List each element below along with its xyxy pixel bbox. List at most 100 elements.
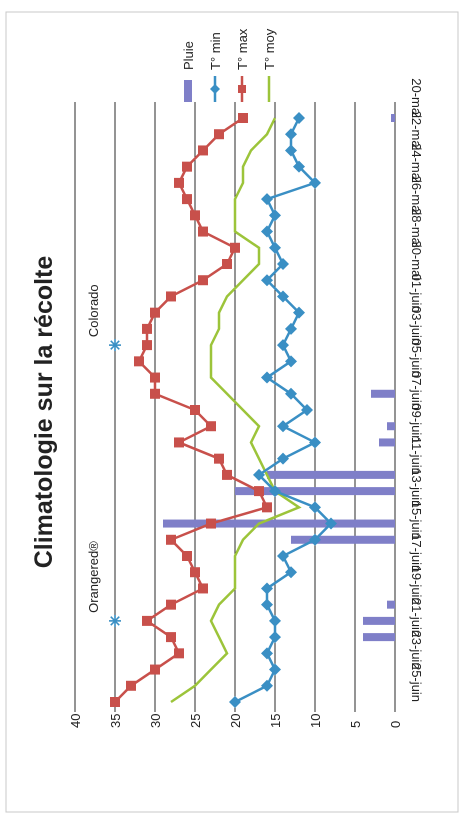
tmin-point <box>229 696 241 708</box>
legend-marker <box>210 84 220 94</box>
tmax-point <box>198 275 208 286</box>
tmax-point <box>198 145 208 156</box>
tmin-point <box>293 112 305 124</box>
tmax-point <box>230 242 240 253</box>
rain-bar <box>371 389 395 398</box>
rain-bar <box>267 470 395 479</box>
tmax-point <box>222 259 232 269</box>
y-tick-label: 35 <box>108 714 123 728</box>
y-tick-label: 25 <box>188 714 203 728</box>
tmax-point <box>150 664 160 675</box>
rain-bar <box>387 422 395 431</box>
annotation-label: Orangered® <box>86 541 101 613</box>
tmin-point <box>261 274 273 287</box>
x-tick-label: 28-mai <box>409 208 424 248</box>
rain-bar <box>235 487 395 496</box>
annotation-marker <box>110 616 120 626</box>
rain-bar <box>379 438 395 447</box>
tmax-point <box>166 534 176 545</box>
x-tick-label: 20-mai <box>409 78 424 118</box>
legend-swatch <box>184 80 192 102</box>
tmax-point <box>166 291 176 302</box>
tmax-point <box>238 113 248 123</box>
tmin-point <box>309 436 321 449</box>
x-tick-label: 24-mai <box>409 143 424 183</box>
tmin-point <box>261 582 273 595</box>
x-tick-label: 19-juin <box>409 566 424 605</box>
x-tick-label: 30-mai <box>409 240 424 280</box>
tmin-point <box>269 209 281 222</box>
tmin-point <box>277 452 289 465</box>
rain-bar <box>387 600 395 609</box>
x-tick-label: 26-mai <box>409 176 424 216</box>
tmin-point <box>277 420 289 433</box>
tmax-point <box>134 356 144 367</box>
tmin-point <box>293 306 305 319</box>
tmax-point <box>190 567 200 578</box>
tmax-point <box>150 388 160 399</box>
tmax-point <box>110 697 120 707</box>
legend-marker <box>238 85 246 93</box>
tmax-point <box>142 323 152 334</box>
x-tick-label: 05-juin <box>409 339 424 378</box>
tmin-point <box>325 517 337 530</box>
tmin-point <box>285 322 297 335</box>
x-tick-label: 13-juin <box>409 468 424 507</box>
tmax-point <box>150 372 160 383</box>
y-tick-label: 5 <box>348 721 363 728</box>
tmax-point <box>262 502 272 513</box>
tmax-point <box>206 518 216 529</box>
tmin-point <box>285 566 297 579</box>
x-tick-label: 17-juin <box>409 533 424 572</box>
tmin-point <box>269 663 281 676</box>
tmin-point <box>285 128 297 141</box>
y-tick-label: 40 <box>68 714 83 728</box>
tmin-point <box>277 550 289 562</box>
x-tick-label: 03-juin <box>409 306 424 345</box>
tmin-point <box>309 501 321 514</box>
plot-area <box>74 102 396 712</box>
y-tick-label: 20 <box>228 714 243 728</box>
tmin-point <box>269 631 281 644</box>
tmin-point <box>277 290 289 303</box>
y-tick-label: 15 <box>268 714 283 728</box>
tmin-point <box>269 614 281 627</box>
tmax-point <box>198 226 208 237</box>
T° moy-line <box>170 117 302 704</box>
tmax-point <box>190 210 200 221</box>
tmax-point <box>142 615 152 626</box>
tmax-point <box>142 340 152 351</box>
tmax-point <box>222 469 232 480</box>
tmax-point <box>174 177 184 188</box>
chart-title: Climatologie sur la récolte <box>30 256 58 569</box>
y-tick-label: 10 <box>308 714 323 728</box>
x-tick-label: 23-juin <box>409 631 424 670</box>
tmax-point <box>174 648 184 659</box>
tick-labels: 0 5 10 15 20 25 30 35 40 20-mai22-mai24-mai26-mai… <box>68 78 424 728</box>
x-tick-label: 21-juin <box>409 598 424 637</box>
y-tick-label: 30 <box>148 714 163 728</box>
tmin-point <box>293 160 305 173</box>
legend-label: T° min <box>208 32 223 70</box>
tmin-point <box>261 647 273 660</box>
rain-bar <box>391 114 395 122</box>
tmin-point <box>309 176 321 189</box>
tmax-point <box>214 129 224 140</box>
tmin-point <box>269 241 281 254</box>
annotations: Colorado Orangered® <box>86 284 121 627</box>
tmax-point <box>190 405 200 415</box>
x-tick-label: 01-juin <box>409 274 424 313</box>
tmax-point <box>214 453 224 464</box>
y-tick-label: 0 <box>388 721 403 728</box>
tmax-point <box>198 583 208 594</box>
tmin-point <box>285 355 297 368</box>
tmin-point <box>277 339 289 352</box>
tmax-point <box>166 632 176 643</box>
tmin-point <box>301 404 313 416</box>
tmax-point <box>182 161 192 172</box>
legend: Pluie T° min T° max T° moy <box>181 28 277 102</box>
tmin-point <box>261 371 273 384</box>
x-tick-label: 07-juin <box>409 371 424 410</box>
tmin-point <box>269 485 281 498</box>
